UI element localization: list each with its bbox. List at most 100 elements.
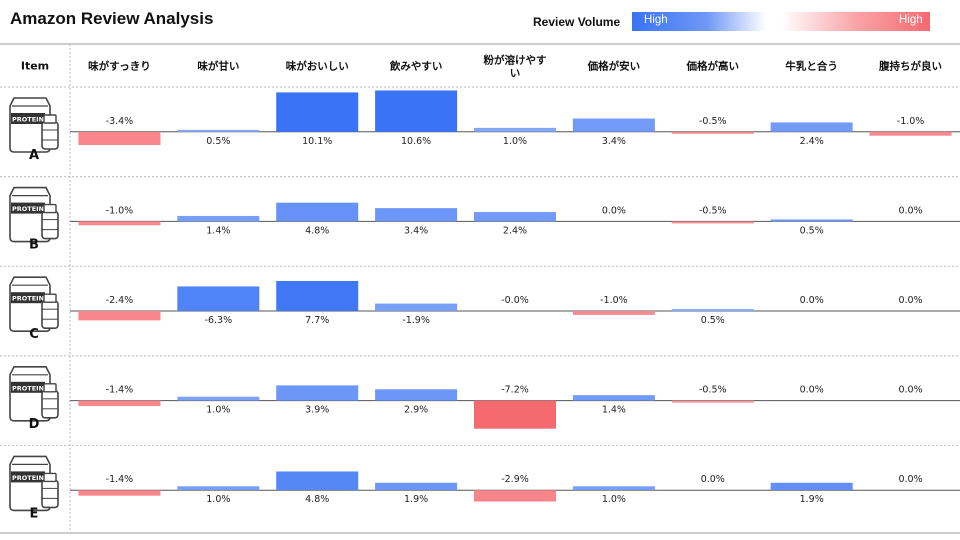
- data-label: 0.0%: [800, 295, 824, 306]
- data-bar: [78, 311, 161, 321]
- data-bar: [671, 221, 754, 224]
- category-label: 味がおいしい: [286, 60, 349, 73]
- data-label: 10.6%: [401, 136, 431, 147]
- product-icon: PROTEIN: [9, 365, 59, 422]
- data-bar: [770, 219, 853, 222]
- item-name-label: D: [29, 417, 40, 432]
- protein-label-text: PROTEIN: [12, 474, 44, 482]
- legend-mid-label: Low: [768, 14, 790, 26]
- data-label: 0.5%: [800, 225, 824, 236]
- data-bar: [276, 202, 359, 222]
- protein-label-text: PROTEIN: [12, 116, 44, 124]
- data-bar: [869, 131, 952, 136]
- data-bar: [572, 311, 655, 315]
- shaker-bottle-icon: [41, 479, 59, 509]
- data-label: 3.9%: [305, 405, 329, 416]
- data-bar: [671, 400, 754, 403]
- data-bar: [474, 400, 556, 429]
- data-label: 1.0%: [602, 494, 626, 505]
- data-label: -2.4%: [106, 295, 134, 306]
- data-label: -1.4%: [106, 474, 134, 485]
- data-label: 1.0%: [206, 494, 230, 505]
- data-bar: [177, 129, 260, 132]
- legend-label: Review Volume: [533, 15, 621, 29]
- data-bar: [474, 212, 556, 222]
- data-label: 0.0%: [898, 474, 922, 485]
- data-label: 2.4%: [800, 136, 824, 147]
- item-name-label: C: [29, 327, 39, 342]
- data-label: 0.0%: [701, 474, 725, 485]
- data-bar: [276, 92, 359, 132]
- shaker-bottle-icon: [41, 300, 59, 330]
- data-label: 3.4%: [404, 225, 428, 236]
- data-label: 1.0%: [206, 405, 230, 416]
- data-label: 2.9%: [404, 405, 428, 416]
- data-bar: [572, 118, 655, 132]
- shaker-cap-icon: [43, 114, 57, 124]
- data-bar: [474, 490, 556, 502]
- category-label: 粉が溶けやすい: [484, 54, 547, 80]
- data-bar: [78, 131, 161, 146]
- protein-label-band: [11, 381, 45, 393]
- data-bar: [276, 471, 359, 491]
- data-bar: [375, 90, 458, 132]
- product-icon: PROTEIN: [9, 186, 59, 243]
- product-icon: PROTEIN: [9, 455, 59, 512]
- category-label: 飲みやすい: [389, 60, 443, 73]
- category-label: 価格が安い: [587, 60, 641, 73]
- data-bar: [375, 208, 458, 222]
- data-bar: [474, 127, 556, 132]
- protein-label-text: PROTEIN: [12, 205, 44, 213]
- data-bar: [770, 482, 853, 491]
- legend-left-label: High: [644, 14, 668, 26]
- item-name-label: B: [29, 238, 39, 253]
- data-label: 1.9%: [800, 494, 824, 505]
- data-bar: [671, 309, 754, 312]
- protein-label-band: [11, 202, 45, 214]
- data-bar: [375, 303, 458, 311]
- data-label: 0.0%: [898, 385, 922, 396]
- data-label: -1.0%: [897, 116, 925, 127]
- shaker-bottle-icon: [41, 121, 59, 150]
- data-label: 0.0%: [898, 295, 922, 306]
- data-label: -0.5%: [699, 205, 727, 216]
- data-bar: [78, 490, 161, 496]
- data-label: 1.9%: [404, 494, 428, 505]
- data-label: -1.4%: [106, 385, 134, 396]
- data-label: 10.1%: [302, 136, 332, 147]
- shaker-bottle-icon: [41, 389, 59, 419]
- data-label: 0.0%: [602, 205, 626, 216]
- data-label: -3.4%: [106, 116, 134, 127]
- category-label: 味が甘い: [197, 60, 239, 73]
- legend-right-label: High: [899, 14, 923, 26]
- category-label: 牛乳と合う: [785, 60, 838, 73]
- product-icon: PROTEIN: [9, 276, 59, 333]
- data-label: 3.4%: [602, 136, 626, 147]
- legend-gradient: [632, 12, 930, 31]
- shaker-cap-icon: [43, 472, 57, 483]
- data-label: 1.4%: [206, 225, 230, 236]
- category-label: 腹持ちが良い: [879, 60, 942, 73]
- protein-label-band: [11, 113, 45, 124]
- data-label: -2.9%: [501, 474, 529, 485]
- data-label: 0.0%: [800, 385, 824, 396]
- data-label: 1.0%: [503, 136, 527, 147]
- data-label: -7.2%: [501, 385, 529, 396]
- data-label: -0.5%: [699, 385, 727, 396]
- data-label: 0.5%: [206, 136, 230, 147]
- shaker-bottle-icon: [41, 210, 59, 240]
- data-bar: [276, 280, 359, 311]
- data-label: 1.4%: [602, 405, 626, 416]
- category-label: 価格が高い: [686, 60, 740, 73]
- product-icon: PROTEIN: [9, 97, 59, 153]
- protein-label-band: [11, 471, 45, 483]
- item-name-label: E: [30, 506, 39, 521]
- shaker-cap-icon: [43, 293, 57, 303]
- protein-label-band: [11, 292, 45, 304]
- data-bar: [177, 286, 260, 311]
- shaker-cap-icon: [43, 383, 57, 393]
- data-label: 4.8%: [305, 225, 329, 236]
- data-bar: [78, 221, 161, 226]
- data-label: -6.3%: [205, 315, 233, 326]
